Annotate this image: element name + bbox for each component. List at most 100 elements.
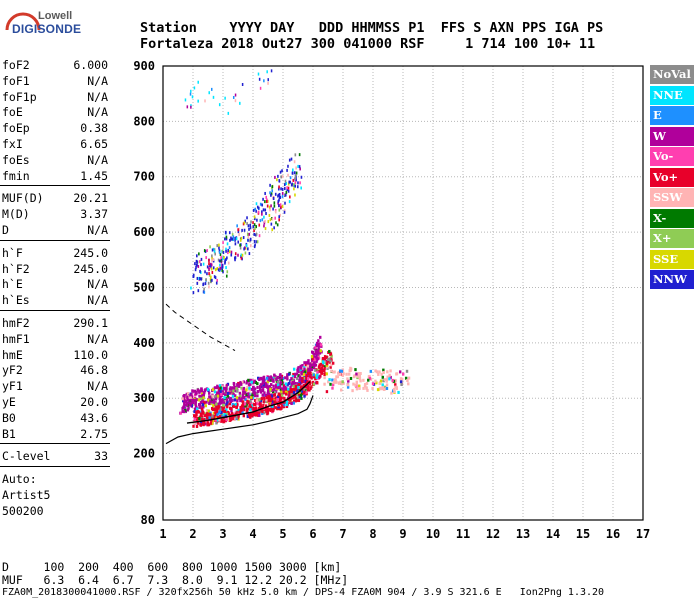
- echo-point: [284, 382, 288, 386]
- echo-point: [270, 69, 273, 73]
- echo-point: [190, 286, 192, 290]
- echo-point: [259, 219, 262, 223]
- echo-point: [295, 178, 297, 182]
- header-values: Fortaleza 2018 Out27 300 041000 RSF 1 71…: [140, 36, 596, 52]
- echo-point: [320, 366, 324, 370]
- echo-point: [279, 170, 282, 174]
- echo-point: [397, 390, 400, 394]
- echo-point: [300, 385, 303, 389]
- echo-point: [283, 210, 286, 214]
- echo-point: [316, 352, 319, 356]
- echo-point: [219, 252, 222, 256]
- echo-point: [190, 89, 192, 93]
- echo-point: [255, 232, 258, 236]
- echo-point: [325, 365, 329, 369]
- echo-point: [297, 366, 300, 370]
- echo-point: [281, 404, 284, 408]
- echo-point: [399, 377, 403, 381]
- echo-point: [282, 384, 286, 388]
- echo-point: [304, 363, 308, 367]
- echo-point: [383, 378, 387, 382]
- echo-point: [222, 257, 224, 261]
- echo-point: [209, 400, 212, 404]
- echo-point: [263, 396, 266, 400]
- echo-point: [308, 362, 311, 366]
- echo-point: [401, 372, 405, 376]
- echo-point: [275, 378, 278, 382]
- echo-point: [339, 380, 342, 384]
- echo-point: [259, 390, 263, 394]
- echo-point: [316, 355, 320, 359]
- echo-point: [330, 354, 333, 358]
- echo-point: [250, 380, 253, 384]
- echo-point: [337, 381, 341, 385]
- echo-point: [265, 398, 268, 402]
- echo-point: [241, 400, 245, 404]
- echo-point: [205, 256, 207, 260]
- echo-point: [347, 372, 351, 376]
- echo-point: [247, 392, 250, 396]
- echo-point: [328, 378, 331, 382]
- echo-point: [305, 374, 308, 378]
- echo-point: [301, 364, 304, 368]
- echo-point: [232, 389, 235, 393]
- echo-point: [220, 411, 223, 415]
- echo-point: [207, 409, 211, 413]
- echo-point: [382, 370, 385, 374]
- echo-point: [208, 266, 211, 270]
- echo-point: [236, 383, 239, 387]
- plot-frame: [162, 65, 644, 521]
- echo-point: [230, 237, 233, 241]
- echo-point: [267, 78, 269, 82]
- echo-point: [218, 384, 222, 388]
- footer-file-info: FZA0M_2018300041000.RSF / 320fx256h 50 k…: [2, 587, 605, 598]
- echo-point: [235, 387, 238, 391]
- echo-point: [311, 351, 315, 355]
- echo-point: [208, 285, 210, 289]
- echo-point: [271, 376, 275, 380]
- echo-point: [335, 380, 338, 384]
- legend-item-nne: NNE: [650, 85, 694, 105]
- echo-point: [219, 266, 222, 270]
- legend-item-w: W: [650, 126, 694, 146]
- echo-point: [252, 208, 255, 212]
- true-height-profile: [165, 395, 314, 445]
- echo-point: [249, 399, 252, 403]
- echo-point: [288, 180, 291, 184]
- echo-point: [240, 398, 243, 402]
- echo-point: [309, 363, 313, 367]
- param-name: B1: [2, 426, 16, 441]
- echo-point: [201, 403, 205, 407]
- echo-point: [310, 374, 314, 378]
- echo-point: [307, 359, 310, 363]
- echo-point: [323, 376, 326, 380]
- echo-point: [263, 391, 266, 395]
- echo-point: [319, 343, 323, 347]
- echo-point: [186, 402, 189, 406]
- echo-point: [264, 219, 266, 223]
- echo-point: [250, 395, 253, 399]
- echo-point: [318, 363, 321, 367]
- echo-point: [213, 400, 216, 404]
- echo-point: [320, 371, 323, 375]
- echo-point: [268, 407, 272, 411]
- echo-point: [294, 397, 298, 401]
- param-name: foEs: [2, 152, 30, 167]
- echo-point: [284, 201, 286, 205]
- echo-point: [271, 378, 274, 382]
- echo-point: [229, 406, 232, 410]
- echo-point: [371, 386, 374, 390]
- echo-point: [362, 386, 365, 390]
- param-value: N/A: [87, 152, 108, 167]
- echo-point: [219, 408, 223, 412]
- echo-point: [237, 414, 240, 418]
- echo-point: [217, 268, 220, 272]
- echo-point: [197, 289, 200, 293]
- echo-point: [218, 103, 221, 107]
- echo-point: [291, 381, 295, 385]
- echo-point: [291, 390, 294, 394]
- echo-point: [270, 222, 273, 226]
- echo-point: [187, 401, 190, 405]
- echo-point: [242, 236, 245, 240]
- echo-point: [317, 375, 321, 379]
